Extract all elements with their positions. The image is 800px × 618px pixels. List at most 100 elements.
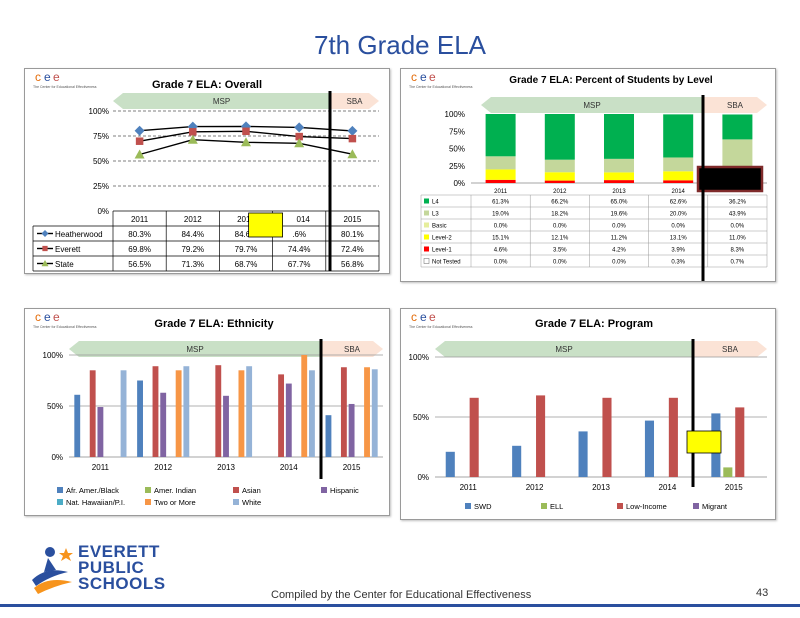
category-label: 2015: [343, 463, 361, 472]
y-tick-label: 100%: [409, 353, 429, 362]
data-label: 71.3%: [181, 260, 204, 269]
bar: [183, 366, 190, 457]
district-name: EVERETT PUBLIC SCHOOLS: [78, 543, 166, 592]
category-label: 2015: [725, 483, 743, 492]
category-label: 2012: [154, 463, 172, 472]
data-point-diamond: [41, 230, 49, 237]
bar: [89, 370, 96, 457]
legend-swatch: [465, 503, 471, 509]
bar-segment: [485, 169, 516, 180]
bar: [215, 365, 222, 457]
y-tick-label: 25%: [449, 162, 465, 171]
legend-swatch: [424, 222, 429, 228]
series-name: State: [55, 260, 74, 269]
levels-chart-panel: c e e The Center for Educational Effectiven…: [400, 68, 776, 282]
data-point-square: [189, 128, 197, 136]
bar-segment: [485, 114, 516, 157]
chart-title: Grade 7 ELA: Percent of Students by Leve…: [509, 75, 713, 86]
y-tick-label: 100%: [43, 351, 63, 360]
series-name: Heatherwood: [55, 230, 103, 239]
data-label: 0.0%: [731, 224, 745, 230]
category-label: 2014: [280, 463, 298, 472]
cee-logo-caption: The Center for Educational Effectiveness: [409, 85, 473, 89]
category-label: 2011: [92, 463, 110, 472]
data-label: 0.7%: [731, 260, 745, 266]
category-label: 014: [297, 215, 311, 224]
data-point-diamond: [294, 122, 305, 133]
data-label: 79.2%: [181, 245, 204, 254]
msp-label: MSP: [213, 97, 230, 106]
data-point-square: [348, 134, 357, 143]
cee-logo-letter: e: [429, 310, 436, 324]
data-point-diamond: [134, 125, 145, 136]
data-label: 56.8%: [341, 260, 364, 269]
data-point-diamond: [347, 125, 358, 136]
sba-label: SBA: [727, 101, 744, 110]
series-name: Level-1: [432, 248, 452, 254]
y-tick-label: 0%: [417, 473, 429, 482]
cee-logo-letter: c: [35, 310, 41, 324]
bar: [602, 397, 612, 477]
bar: [348, 403, 355, 457]
data-label: 0.0%: [553, 260, 567, 266]
cee-logo-caption: The Center for Educational Effectiveness: [33, 85, 97, 89]
legend-label: Hispanic: [330, 486, 359, 495]
y-tick-label: 100%: [89, 107, 109, 116]
bar: [371, 369, 378, 457]
bar: [469, 397, 479, 477]
highlight-box: [686, 430, 722, 454]
data-label: 65.0%: [610, 200, 628, 206]
bar-segment: [604, 114, 634, 159]
legend-label: Migrant: [702, 502, 728, 511]
legend-label: SWD: [474, 502, 492, 511]
legend-swatch: [233, 499, 239, 505]
bar: [278, 374, 285, 457]
series-name: Basic: [432, 224, 447, 230]
bar: [735, 407, 745, 477]
y-tick-label: 0%: [97, 207, 109, 216]
legend-label: Asian: [242, 486, 261, 495]
data-label: 3.5%: [553, 248, 567, 254]
sba-label: SBA: [344, 345, 361, 354]
data-label: 74.4%: [288, 245, 311, 254]
legend-label: Two or More: [154, 498, 196, 507]
series-name: L4: [432, 200, 439, 206]
bar: [137, 380, 143, 457]
bar-segment: [604, 158, 634, 173]
data-label: 11.2%: [611, 236, 628, 242]
bar-segment: [544, 159, 575, 173]
category-label: 2015: [344, 215, 362, 224]
bar: [97, 407, 104, 457]
data-label: 0.0%: [553, 224, 567, 230]
legend-swatch: [693, 503, 699, 509]
bar: [120, 370, 127, 457]
bar-segment: [544, 172, 575, 181]
sba-label: SBA: [722, 345, 739, 354]
bar-segment: [722, 114, 753, 140]
slide-title: 7th Grade ELA: [314, 30, 486, 60]
data-point-triangle: [241, 137, 251, 147]
data-label: 68.7%: [235, 260, 258, 269]
runner-logo-icon: [32, 547, 73, 594]
bar: [512, 445, 522, 477]
cee-logo-letter: e: [53, 70, 60, 84]
bar: [536, 395, 546, 477]
sba-arrow: [693, 341, 767, 357]
category-label: 2014: [659, 483, 677, 492]
data-point-square: [242, 127, 250, 136]
category-label: 2011: [494, 189, 508, 195]
bar-segment: [485, 156, 516, 170]
y-tick-label: 50%: [93, 157, 109, 166]
bar: [152, 366, 159, 457]
bar: [309, 370, 315, 457]
data-label: 0.0%: [612, 260, 626, 266]
data-label: 8.3%: [731, 248, 745, 254]
data-point-diamond: [187, 121, 198, 132]
bar: [238, 370, 245, 457]
bar-segment: [722, 139, 753, 170]
data-label: 4.6%: [494, 248, 508, 254]
msp-arrow: [113, 93, 330, 109]
cee-logo-letter: e: [44, 310, 51, 324]
bar: [578, 431, 588, 477]
